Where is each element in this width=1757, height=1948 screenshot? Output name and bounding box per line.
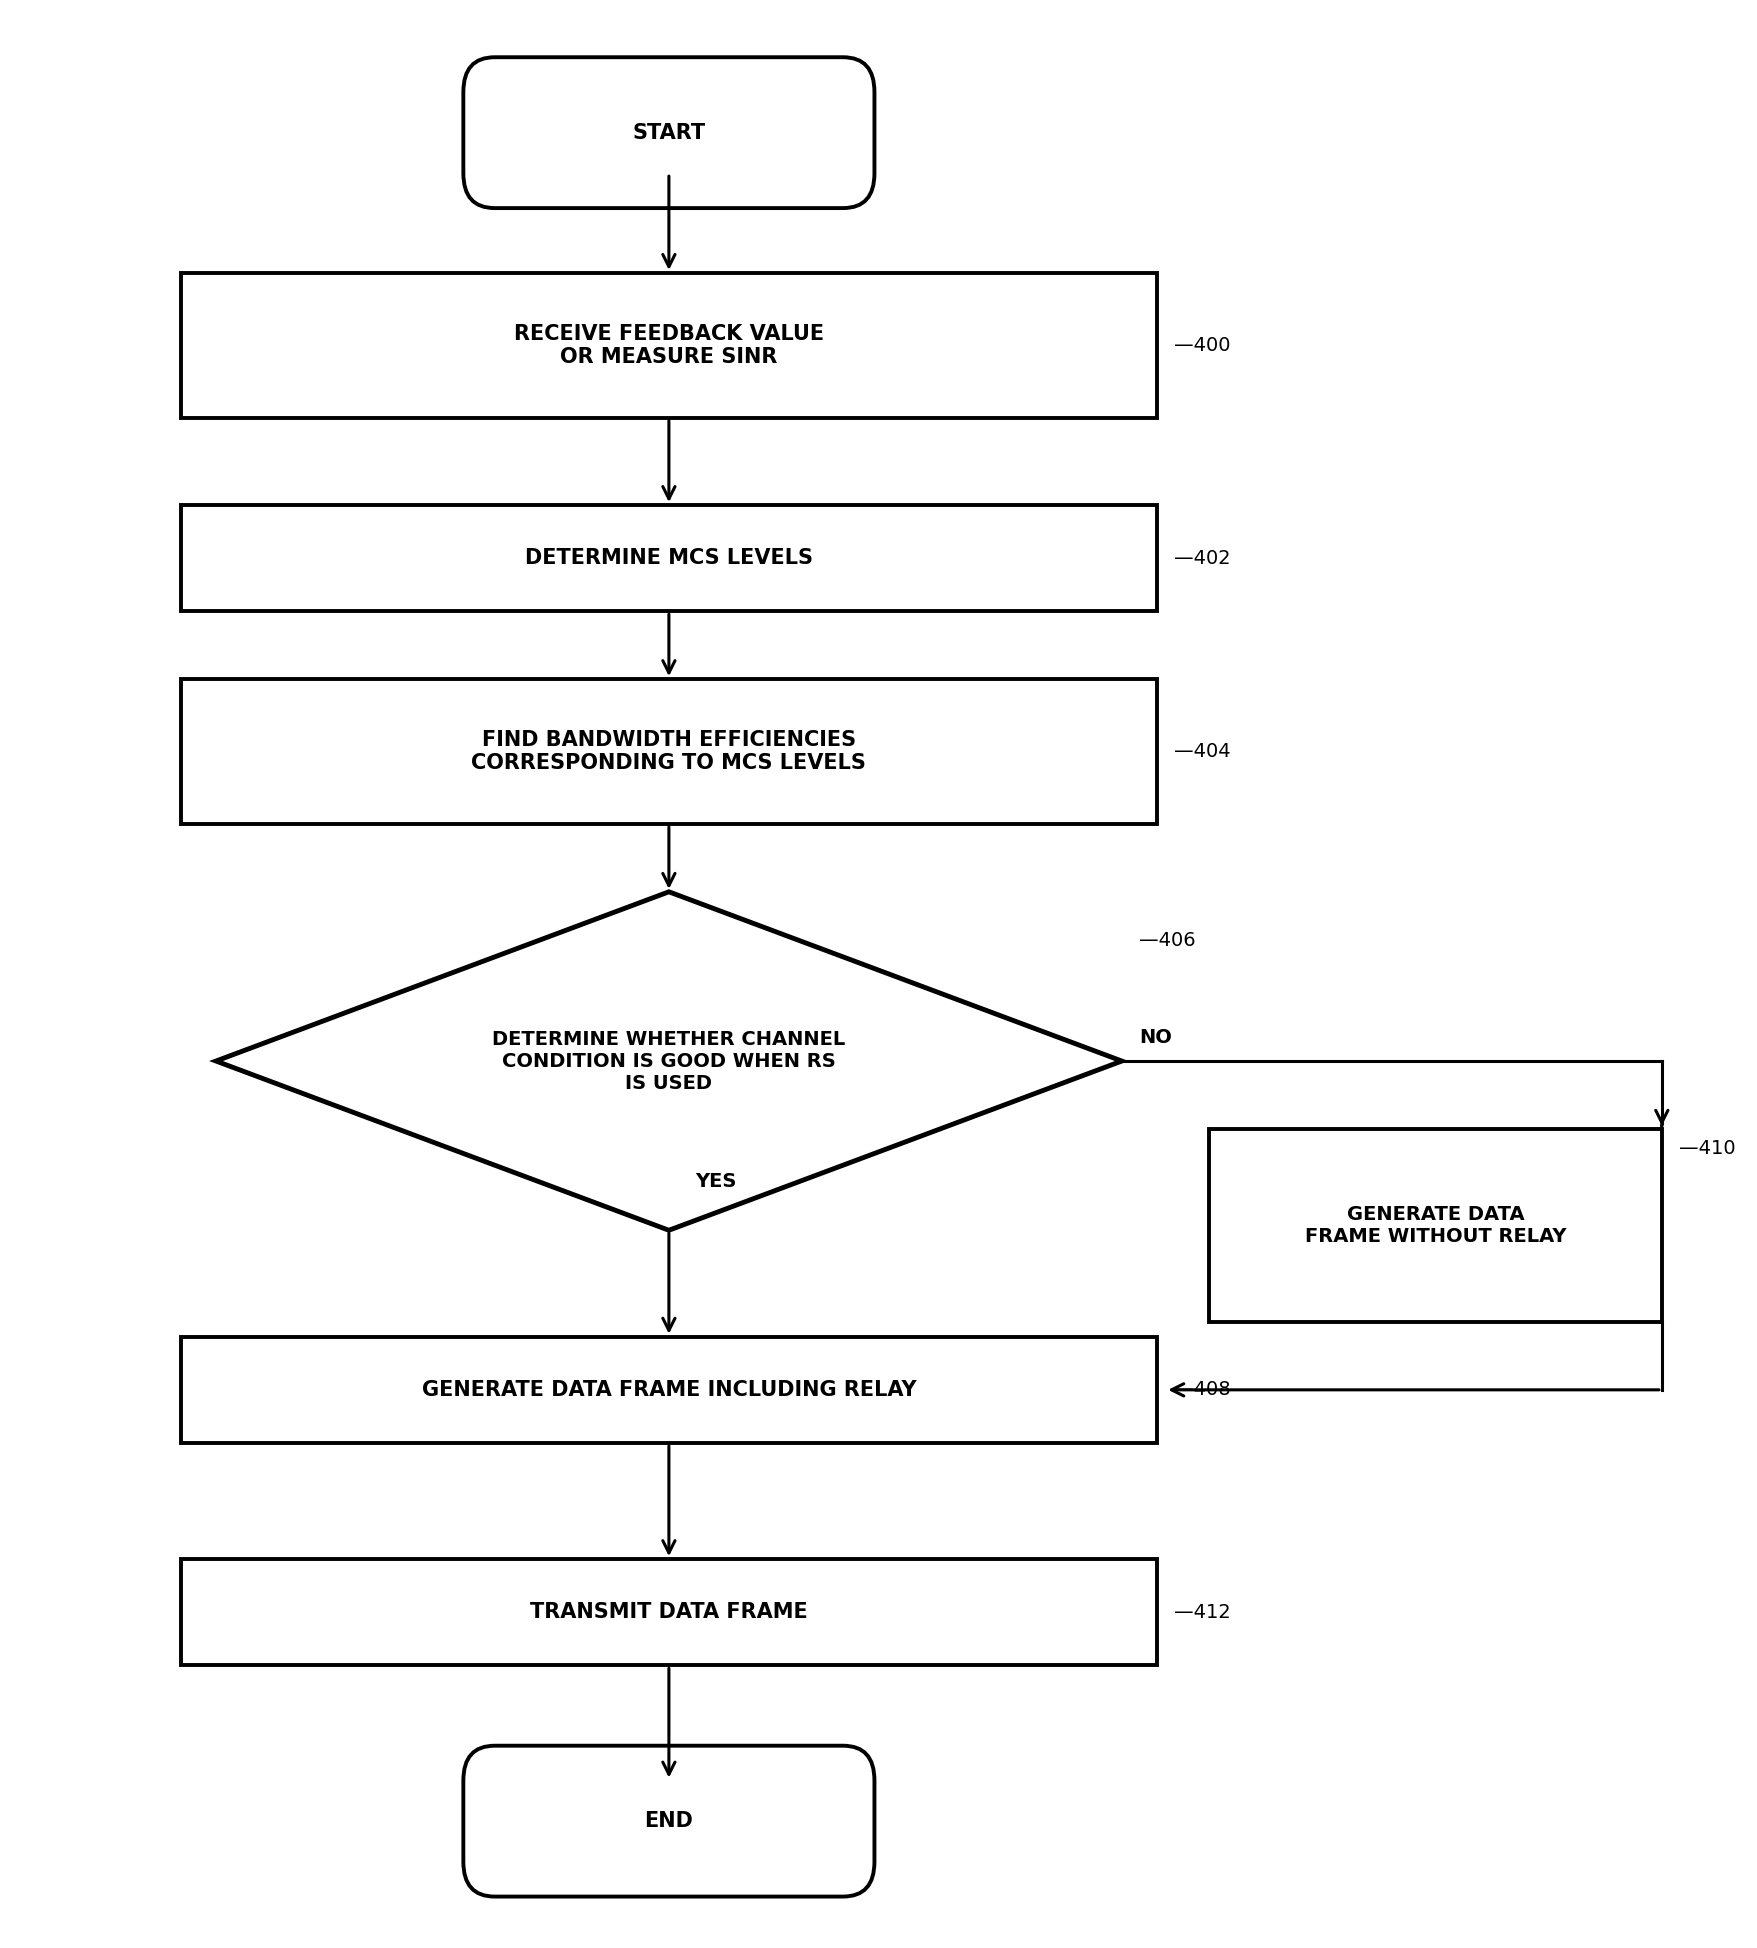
Text: —400: —400 [1174, 335, 1230, 355]
Bar [181, 505, 1156, 612]
Bar [181, 273, 1156, 419]
Text: END: END [645, 1812, 692, 1831]
Text: YES: YES [694, 1173, 736, 1192]
Text: RECEIVE FEEDBACK VALUE
OR MEASURE SINR: RECEIVE FEEDBACK VALUE OR MEASURE SINR [513, 323, 824, 366]
FancyBboxPatch shape [464, 1745, 873, 1897]
Text: —402: —402 [1174, 549, 1230, 567]
Text: —408: —408 [1174, 1381, 1230, 1399]
Text: GENERATE DATA FRAME INCLUDING RELAY: GENERATE DATA FRAME INCLUDING RELAY [422, 1379, 915, 1401]
Text: —404: —404 [1174, 742, 1230, 762]
Text: DETERMINE MCS LEVELS: DETERMINE MCS LEVELS [525, 547, 812, 569]
Text: GENERATE DATA
FRAME WITHOUT RELAY: GENERATE DATA FRAME WITHOUT RELAY [1304, 1206, 1565, 1247]
Text: DETERMINE WHETHER CHANNEL
CONDITION IS GOOD WHEN RS
IS USED: DETERMINE WHETHER CHANNEL CONDITION IS G… [492, 1030, 845, 1093]
Text: NO: NO [1139, 1029, 1172, 1048]
Text: START: START [633, 123, 705, 142]
Text: —410: —410 [1678, 1138, 1734, 1157]
FancyBboxPatch shape [464, 56, 873, 208]
Polygon shape [216, 892, 1121, 1231]
Text: —406: —406 [1139, 931, 1195, 951]
Bar [181, 1558, 1156, 1666]
Bar [181, 1336, 1156, 1443]
Text: TRANSMIT DATA FRAME: TRANSMIT DATA FRAME [529, 1603, 806, 1623]
Bar [181, 680, 1156, 824]
Text: —412: —412 [1174, 1603, 1230, 1623]
Bar [1209, 1128, 1660, 1323]
Text: FIND BANDWIDTH EFFICIENCIES
CORRESPONDING TO MCS LEVELS: FIND BANDWIDTH EFFICIENCIES CORRESPONDIN… [471, 730, 866, 773]
